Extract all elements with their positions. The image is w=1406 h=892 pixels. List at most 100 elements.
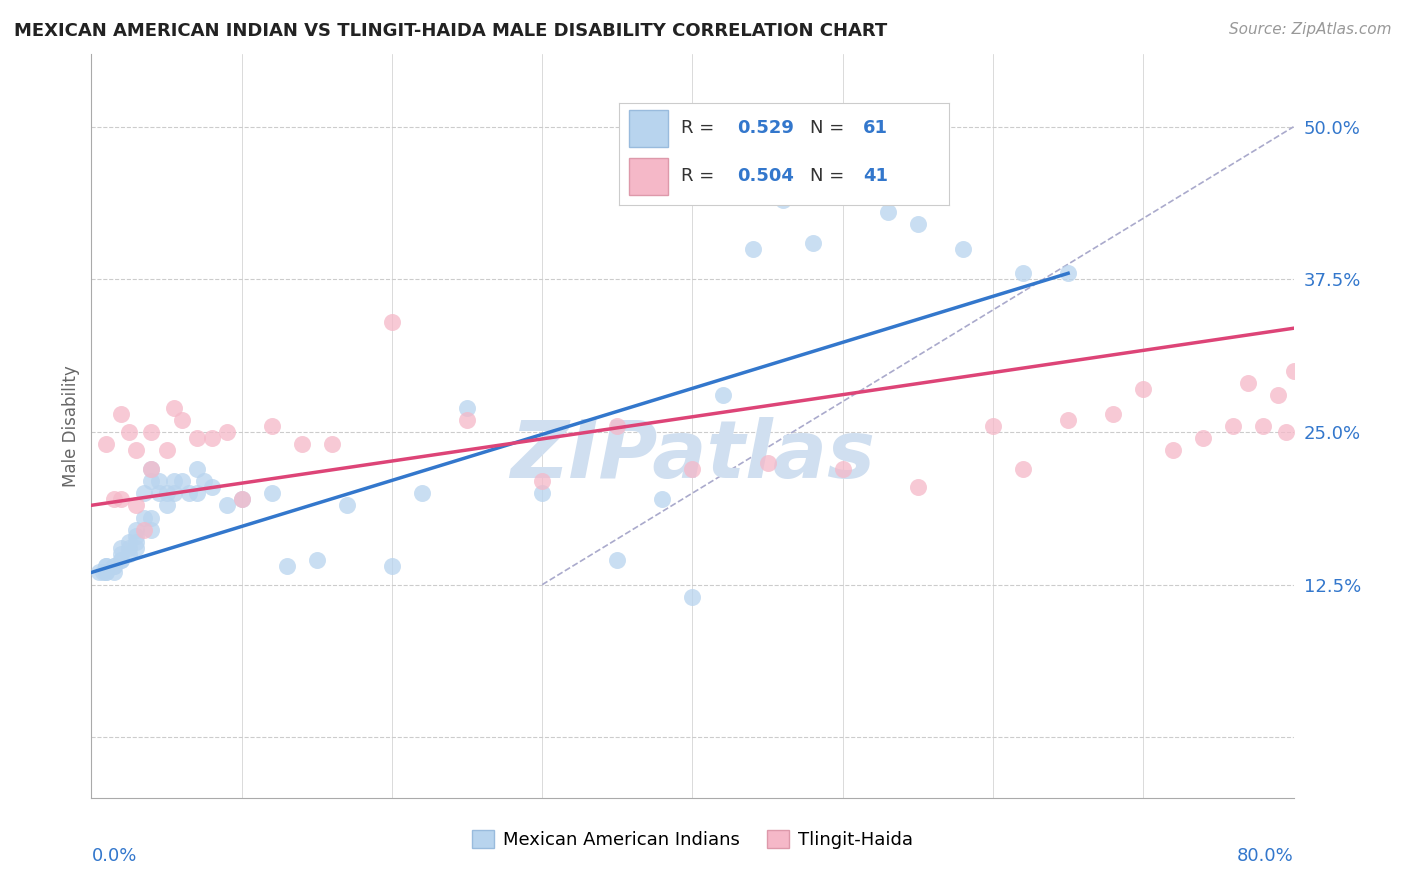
Point — [141, 474, 163, 488]
Point — [1057, 266, 1080, 280]
Point — [831, 169, 853, 183]
Point — [952, 242, 974, 256]
Point — [531, 474, 554, 488]
Point — [321, 437, 343, 451]
Point — [132, 486, 155, 500]
Point — [103, 559, 125, 574]
Point — [681, 590, 703, 604]
Point — [1012, 461, 1035, 475]
Point — [163, 401, 186, 415]
Point — [1102, 407, 1125, 421]
Point — [141, 523, 163, 537]
Point — [1237, 376, 1260, 391]
Bar — [628, 110, 668, 146]
Point — [201, 480, 224, 494]
Point — [711, 388, 734, 402]
Point — [201, 431, 224, 445]
Point — [1222, 419, 1244, 434]
Point — [125, 529, 148, 543]
Bar — [628, 158, 668, 194]
Point — [981, 419, 1004, 434]
Point — [132, 510, 155, 524]
Point — [215, 498, 238, 512]
Point — [456, 401, 478, 415]
Point — [110, 547, 132, 561]
Text: 41: 41 — [863, 168, 889, 186]
Point — [231, 492, 253, 507]
Point — [118, 535, 141, 549]
Text: MEXICAN AMERICAN INDIAN VS TLINGIT-HAIDA MALE DISABILITY CORRELATION CHART: MEXICAN AMERICAN INDIAN VS TLINGIT-HAIDA… — [14, 22, 887, 40]
Point — [103, 559, 125, 574]
Point — [186, 431, 208, 445]
Point — [231, 492, 253, 507]
Text: R =: R = — [682, 120, 720, 137]
Point — [118, 425, 141, 439]
Text: 0.504: 0.504 — [738, 168, 794, 186]
Point — [103, 566, 125, 580]
Point — [96, 566, 118, 580]
Point — [96, 559, 118, 574]
Point — [907, 480, 929, 494]
Text: 80.0%: 80.0% — [1237, 847, 1294, 864]
Point — [1192, 431, 1215, 445]
Text: N =: N = — [810, 120, 851, 137]
Point — [110, 553, 132, 567]
Point — [193, 474, 215, 488]
Point — [606, 553, 628, 567]
Text: 0.529: 0.529 — [738, 120, 794, 137]
Point — [96, 437, 118, 451]
Point — [1253, 419, 1275, 434]
Point — [148, 474, 170, 488]
Point — [110, 541, 132, 555]
Point — [381, 315, 404, 329]
Point — [118, 541, 141, 555]
Point — [155, 486, 177, 500]
Point — [125, 541, 148, 555]
Point — [96, 566, 118, 580]
Point — [110, 553, 132, 567]
Text: 61: 61 — [863, 120, 889, 137]
Point — [215, 425, 238, 439]
Point — [1275, 425, 1298, 439]
Point — [110, 407, 132, 421]
Point — [876, 205, 898, 219]
Point — [1012, 266, 1035, 280]
Point — [125, 535, 148, 549]
Point — [336, 498, 359, 512]
Point — [801, 235, 824, 250]
Text: 0.0%: 0.0% — [91, 847, 136, 864]
Text: R =: R = — [682, 168, 720, 186]
Point — [772, 193, 794, 207]
Point — [741, 242, 763, 256]
Point — [1282, 364, 1305, 378]
Point — [132, 523, 155, 537]
Point — [163, 486, 186, 500]
Point — [141, 461, 163, 475]
Point — [141, 461, 163, 475]
Point — [381, 559, 404, 574]
Point — [651, 492, 673, 507]
Point — [260, 419, 283, 434]
Point — [1161, 443, 1184, 458]
Point — [1132, 382, 1154, 396]
Point — [141, 425, 163, 439]
Point — [260, 486, 283, 500]
Y-axis label: Male Disability: Male Disability — [62, 365, 80, 487]
Point — [186, 461, 208, 475]
Point — [96, 559, 118, 574]
Point — [606, 419, 628, 434]
Point — [456, 413, 478, 427]
Point — [93, 566, 115, 580]
Point — [110, 492, 132, 507]
Point — [291, 437, 314, 451]
Point — [1267, 388, 1289, 402]
Point — [103, 492, 125, 507]
Point — [186, 486, 208, 500]
Point — [155, 498, 177, 512]
Point — [907, 218, 929, 232]
Point — [118, 547, 141, 561]
Point — [163, 474, 186, 488]
Point — [831, 461, 853, 475]
Point — [141, 510, 163, 524]
Text: Source: ZipAtlas.com: Source: ZipAtlas.com — [1229, 22, 1392, 37]
